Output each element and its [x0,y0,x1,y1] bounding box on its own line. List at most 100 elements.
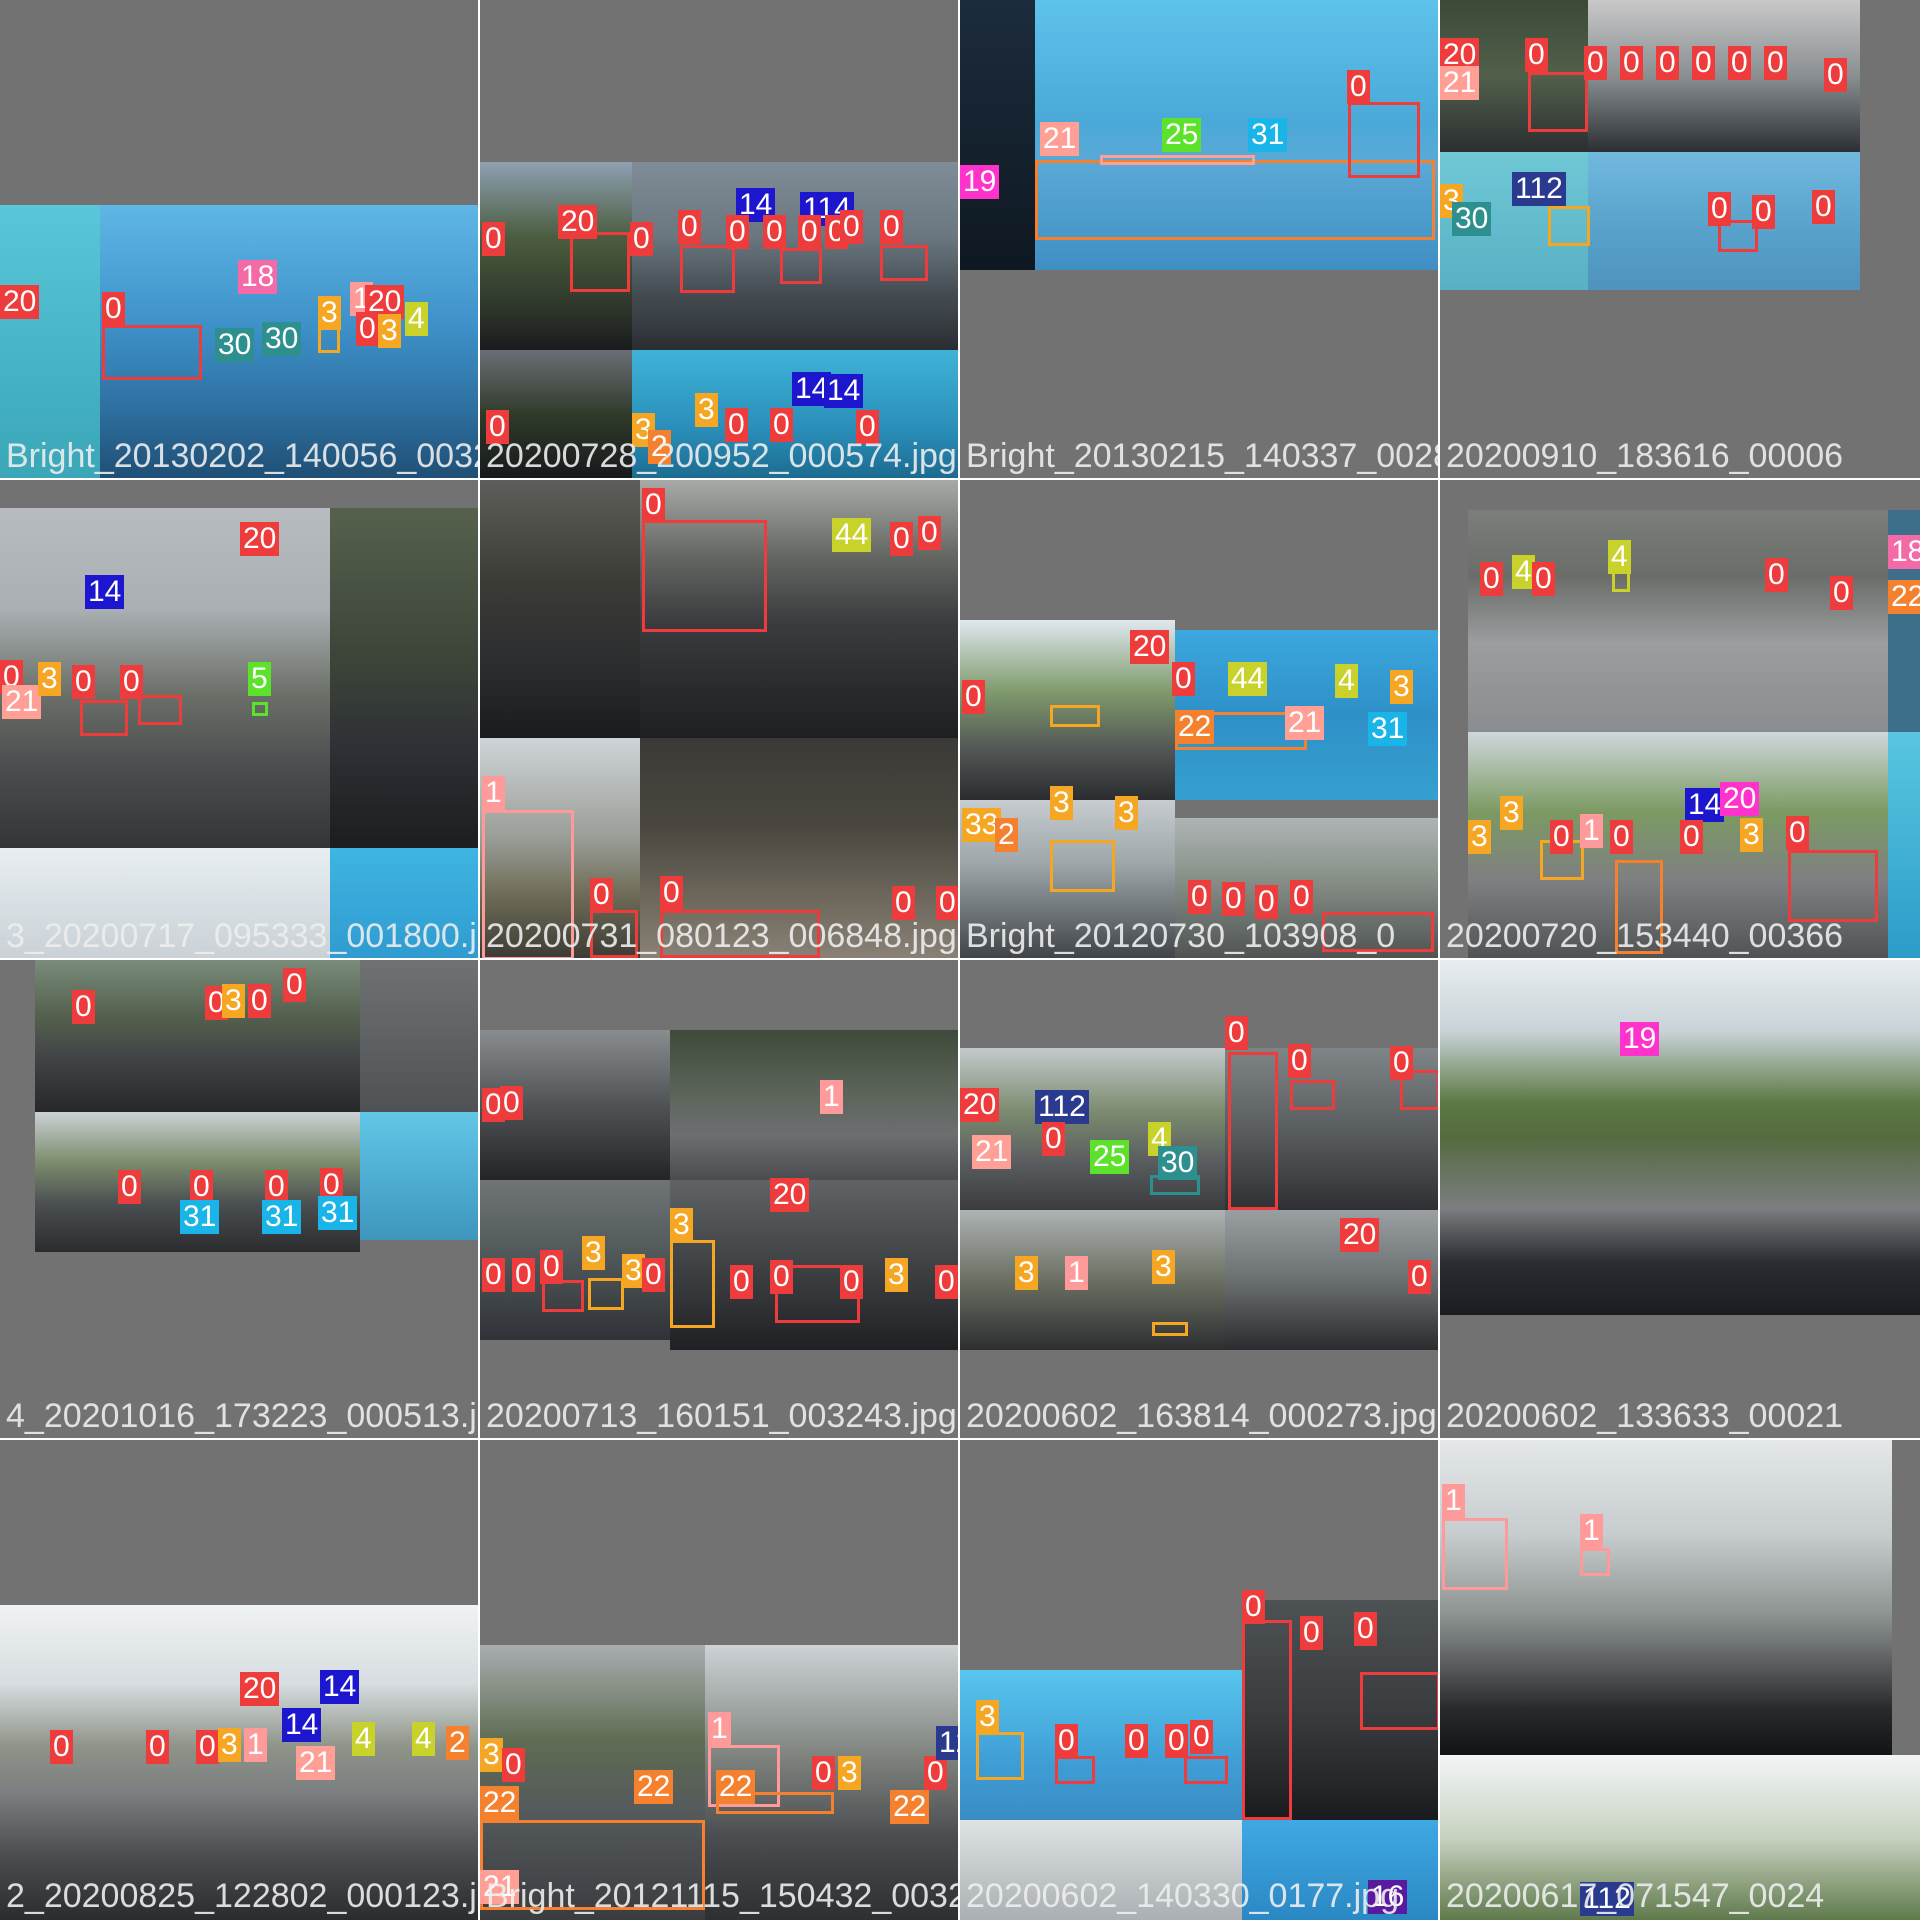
label: 5 [248,662,271,696]
label: 0 [72,990,95,1024]
bbox [1055,1756,1095,1784]
filename-caption: Bright_20120730_103908_0 [966,917,1396,955]
bbox [80,700,128,736]
label: 30 [215,328,255,362]
label: 1 [1580,814,1603,848]
label: 0 [1190,1720,1213,1754]
label: 0 [1242,1590,1265,1624]
tile-1: 0 20 0 0 14 114 0 0 0 0 0 0 14 14 3 3 2 … [480,0,960,480]
label: 0 [283,968,306,1002]
label: 0 [1620,46,1643,80]
label: 0 [320,1168,343,1202]
label: 0 [265,1170,288,1204]
label: 25 [1090,1140,1130,1174]
label: 0 [1830,576,1853,610]
label: 0 [1728,46,1751,80]
label: 0 [118,1170,141,1204]
bbox [680,245,735,293]
label: 0 [892,886,915,920]
label: 21 [1040,122,1080,156]
label: 0 [72,665,95,699]
label: 33 [962,808,1002,842]
label: 0 [1042,1122,1065,1156]
photo-crop [1440,1755,1920,1920]
tile-11: 19 20200602_133633_00021 [1440,960,1920,1440]
label: 0 [1347,70,1370,104]
photo-crop [360,960,480,1112]
bbox [570,232,630,292]
photo-crop [480,162,632,350]
label: 0 [1692,46,1715,80]
label: 22 [890,1790,930,1824]
label: 0 [356,312,379,346]
label: 3 [622,1254,645,1288]
bbox [1035,160,1435,240]
bbox [1348,102,1420,178]
bbox [1184,1756,1228,1784]
label: 0 [678,210,701,244]
bbox [588,1278,624,1310]
label: 21 [1285,706,1325,740]
label: 0 [660,876,683,910]
label: 0 [770,1260,793,1294]
label: 0 [840,210,863,244]
label: 3 [1115,796,1138,830]
label: 2 [446,1726,469,1760]
tile-10: 0 0 0 20 112 21 0 4 25 30 3 1 3 20 0 202… [960,960,1440,1440]
photo-crop [1888,732,1920,960]
label: 22 [634,1770,674,1804]
label: 0 [936,886,959,920]
label: 20 [770,1178,810,1212]
filename-caption: 3_20200717_095333_001800.jpg [6,917,480,955]
bbox [1788,850,1878,922]
photo-road [1440,960,1920,1315]
label: 0 [642,1258,665,1292]
label: 0 [512,1258,535,1292]
photo-road [1468,732,1888,960]
label: 14 [1685,788,1725,822]
bbox [480,1820,705,1910]
label: 20 [365,285,405,319]
filename-caption: 20200602_163814_000273.jpg [966,1397,1437,1435]
photo-tunnel [640,738,960,960]
bbox [252,702,268,716]
filename-caption: 20200728_200952_000574.jpg [486,437,957,475]
label: 0 [500,1086,523,1120]
label: 0 [962,680,985,714]
photo-crop [960,1210,1225,1350]
label: 0 [1610,820,1633,854]
photo-crop [1242,1600,1440,1820]
photo-road [632,162,960,350]
label: 0 [248,984,271,1018]
label: 25 [1162,118,1202,152]
photo-crop [1468,510,1888,732]
photo-crop [1225,1210,1440,1350]
label: 112 [1512,172,1566,206]
bbox [1322,912,1434,952]
label: 1 [820,1080,843,1114]
bbox [1528,72,1588,132]
bbox [590,910,638,958]
photo-crop [960,1048,1225,1210]
photo-crop [0,205,100,480]
label: 0 [1812,190,1835,224]
label: 14 [824,374,864,408]
tile-7: 0 4 0 4 0 0 18 22 3 14 20 3 0 1 0 0 3 0 … [1440,480,1920,960]
label: 3 [885,1258,908,1292]
filename-caption: 20200713_160151_003243.jpg [486,1397,957,1435]
label: 2 [648,430,671,464]
label: 0 [630,222,653,256]
bbox [1100,155,1255,165]
filename-caption: Bright_20121115_150432_00322.jpg [486,1877,960,1915]
label: 22 [480,1786,520,1820]
label: 0 [590,878,613,912]
label: 30 [262,322,302,356]
label: 21 [2,685,42,719]
photo-road [670,1030,960,1180]
label: 0 [1225,1016,1248,1050]
label: 3 [378,314,401,348]
label: 20 [558,205,598,239]
label: 0 [1550,820,1573,854]
label: 0 [1055,1724,1078,1758]
bbox [880,245,928,281]
